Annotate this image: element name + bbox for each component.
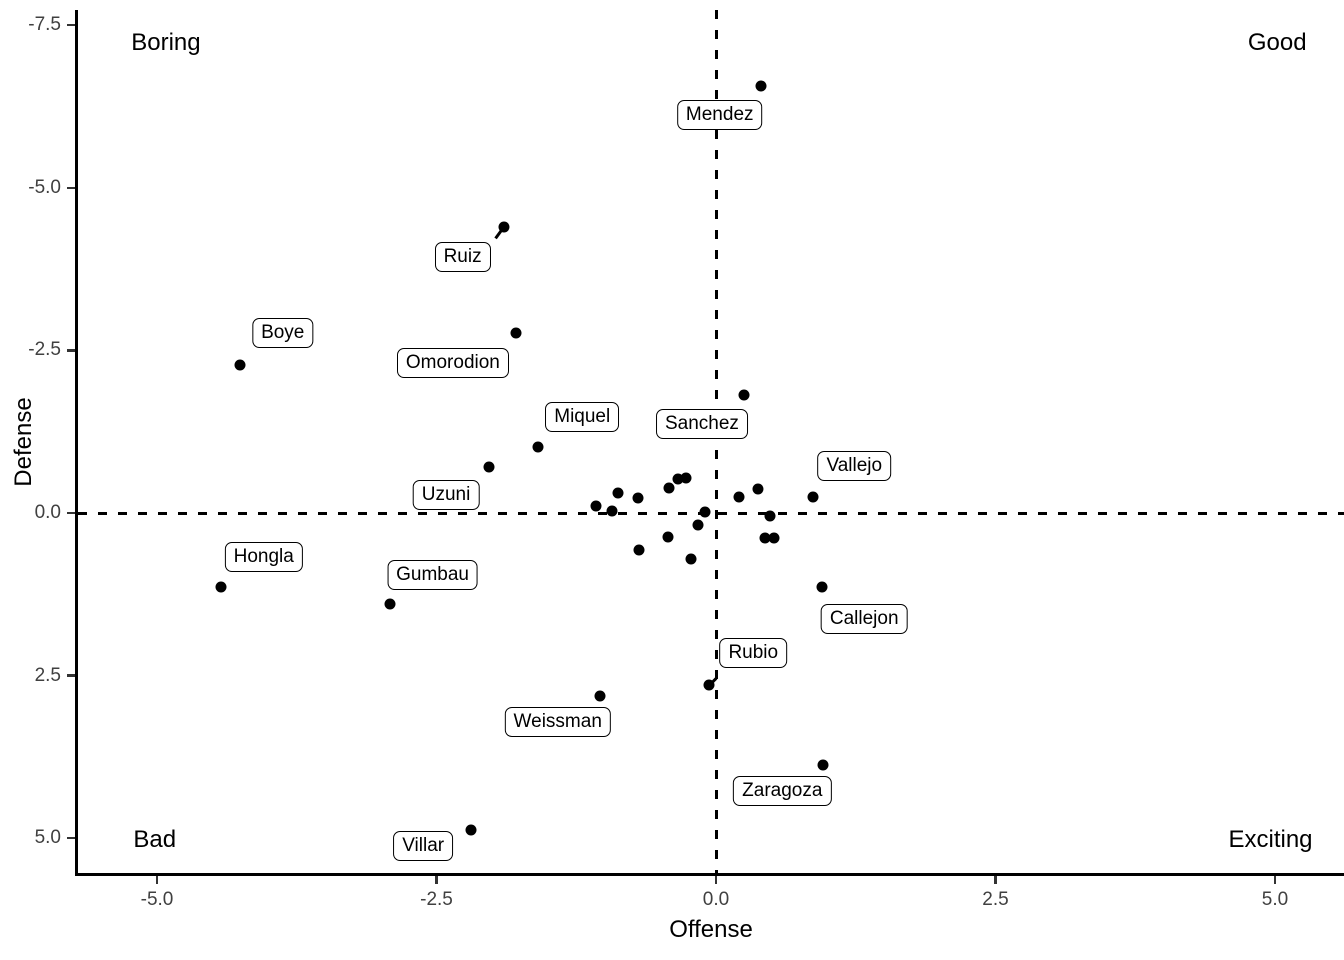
data-point bbox=[606, 505, 618, 517]
x-tick-mark bbox=[1273, 876, 1277, 884]
data-point bbox=[685, 553, 697, 565]
data-point-rubio bbox=[703, 679, 715, 691]
point-label-vallejo: Vallejo bbox=[817, 451, 892, 482]
point-label-sanchez: Sanchez bbox=[655, 408, 748, 439]
point-label-uzuni: Uzuni bbox=[412, 479, 480, 510]
point-label-miquel: Miquel bbox=[545, 401, 620, 432]
point-label-mendez: Mendez bbox=[676, 100, 763, 131]
x-tick-mark bbox=[714, 876, 718, 884]
data-point-weissman bbox=[594, 690, 606, 702]
point-label-ruiz: Ruiz bbox=[434, 241, 491, 272]
quadrant-annotation-boring: Boring bbox=[131, 29, 201, 57]
x-tick-mark bbox=[155, 876, 159, 884]
y-tick-label: -2.5 bbox=[28, 339, 61, 361]
point-label-callejon: Callejon bbox=[820, 604, 908, 635]
data-point-villar bbox=[465, 824, 477, 836]
data-point bbox=[662, 531, 674, 543]
y-tick-mark bbox=[67, 674, 75, 677]
data-point-vallejo bbox=[807, 491, 819, 503]
data-point bbox=[733, 491, 745, 503]
data-point-sanchez bbox=[738, 389, 750, 401]
data-point bbox=[680, 472, 692, 484]
x-axis-line bbox=[75, 873, 1344, 876]
data-point bbox=[612, 487, 624, 499]
point-label-boye: Boye bbox=[252, 317, 314, 348]
y-tick-label: 0.0 bbox=[34, 502, 61, 523]
quadrant-annotation-good: Good bbox=[1247, 29, 1307, 57]
data-point-mendez bbox=[755, 80, 767, 92]
data-point bbox=[768, 532, 780, 544]
y-tick-mark bbox=[67, 836, 75, 840]
y-tick-mark bbox=[67, 511, 75, 515]
quadrant-annotation-exciting: Exciting bbox=[1228, 825, 1313, 853]
data-point bbox=[633, 544, 645, 556]
point-label-rubio: Rubio bbox=[719, 638, 788, 669]
zero-defense-reference-line bbox=[78, 511, 1344, 515]
data-point bbox=[663, 482, 675, 494]
data-point-omorodion bbox=[510, 327, 522, 339]
data-point-ruiz bbox=[498, 221, 510, 233]
y-tick-label: -5.0 bbox=[28, 176, 61, 198]
point-label-weissman: Weissman bbox=[504, 706, 611, 737]
y-axis-line bbox=[75, 10, 78, 876]
data-point-hongla bbox=[215, 581, 227, 593]
x-tick-label: 2.5 bbox=[982, 889, 1009, 910]
y-tick-label: 2.5 bbox=[34, 664, 61, 686]
data-point-gumbau bbox=[384, 598, 396, 610]
data-point-callejon bbox=[816, 581, 828, 593]
x-tick-mark bbox=[435, 876, 438, 884]
y-tick-mark bbox=[67, 23, 75, 27]
x-tick-label: -2.5 bbox=[420, 889, 453, 910]
x-tick-label: 0.0 bbox=[702, 889, 730, 910]
data-point-uzuni bbox=[483, 461, 495, 473]
data-point bbox=[590, 500, 602, 512]
data-point-boye bbox=[234, 359, 246, 371]
x-tick-label: -5.0 bbox=[140, 889, 174, 910]
data-point bbox=[764, 510, 776, 522]
data-point bbox=[752, 483, 764, 495]
x-axis-title: Offense bbox=[669, 916, 753, 943]
data-point bbox=[632, 492, 644, 504]
point-label-hongla: Hongla bbox=[224, 542, 303, 573]
data-point bbox=[692, 519, 704, 531]
y-tick-label: -7.5 bbox=[28, 14, 61, 36]
point-label-gumbau: Gumbau bbox=[387, 560, 478, 591]
point-label-villar: Villar bbox=[393, 830, 454, 861]
y-tick-label: 5.0 bbox=[34, 827, 61, 849]
x-tick-label: 5.0 bbox=[1261, 889, 1289, 910]
data-point-zaragoza bbox=[817, 759, 829, 771]
x-tick-mark bbox=[994, 876, 997, 884]
data-point bbox=[759, 532, 771, 544]
data-point-miquel bbox=[532, 441, 544, 453]
y-tick-mark bbox=[67, 349, 75, 352]
point-label-zaragoza: Zaragoza bbox=[733, 775, 832, 806]
y-axis-title: Defense bbox=[10, 396, 37, 487]
data-point bbox=[672, 473, 684, 485]
zero-offense-reference-line bbox=[714, 10, 718, 873]
quadrant-annotation-bad: Bad bbox=[133, 825, 177, 853]
y-tick-mark bbox=[67, 186, 75, 190]
data-point bbox=[699, 506, 711, 518]
point-label-omorodion: Omorodion bbox=[396, 348, 509, 379]
